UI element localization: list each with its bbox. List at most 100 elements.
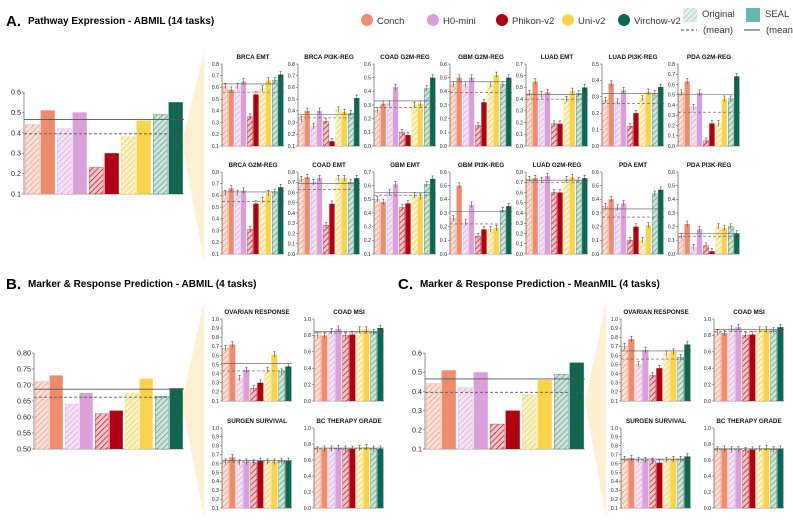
- bar-original-uni-v2: [663, 459, 670, 509]
- bar-original-virchow-v2: [370, 448, 377, 509]
- y-tick-label: 0.6: [668, 82, 675, 88]
- bar-seal-virchow-v2: [278, 187, 284, 254]
- bar-seal-virchow-v2: [430, 77, 436, 146]
- bar-original-h0-mini: [728, 328, 735, 402]
- bar-original-uni-v2: [756, 448, 763, 509]
- y-tick-label: 0.2: [288, 132, 295, 138]
- bar-seal-conch: [49, 375, 63, 449]
- y-tick-label: 0.4: [704, 366, 711, 372]
- chart-brca-g2m-reg: BRCA G2M-REG 0.1 0.2 0.3 0.4 0.5 0.6 0.7 0.8: [212, 162, 284, 258]
- y-tick-label: 0.3: [11, 149, 21, 158]
- y-tick-label: 0.2: [611, 497, 618, 503]
- bar-original-phikon-v2: [250, 462, 257, 509]
- chart-title-luad-emt: LUAD EMT: [541, 54, 574, 61]
- bar-original-conch: [714, 449, 721, 509]
- bar-seal-uni-v2: [139, 378, 153, 449]
- y-tick-label: 0.2: [304, 490, 311, 496]
- chart-coad-emt: COAD EMT 0.0 0.1 0.2 0.3 0.4 0.5 0.6 0.7 0.8: [288, 162, 360, 258]
- chart-title-coad-emt: COAD EMT: [312, 162, 346, 169]
- y-tick-label: 0.4: [592, 78, 599, 84]
- bar-original-conch: [602, 99, 609, 147]
- y-tick-label: 0.4: [304, 474, 311, 480]
- chart-b-bc-therapy-grade: BC THERAPY GRADE 0.0 0.2 0.4 0.6 0.8 1.0: [304, 418, 384, 512]
- bar-original-conch: [222, 192, 229, 255]
- panel-b-title: Marker & Response Prediction - ABMIL (4 …: [28, 279, 256, 290]
- bar-original-virchow-v2: [677, 357, 684, 402]
- bar-original-phikon-v2: [627, 126, 633, 147]
- bar-seal-uni-v2: [645, 225, 651, 254]
- bar-original-conch: [222, 348, 229, 402]
- y-tick-label: 0.6: [212, 193, 219, 199]
- y-tick-label: 0.0: [516, 144, 523, 150]
- bar-seal-h0-mini: [696, 229, 703, 254]
- y-tick-label: 0.9: [212, 326, 219, 332]
- y-tick-label: 0.6: [212, 461, 219, 467]
- bar-original-h0-mini: [635, 364, 642, 402]
- y-tick-label: 0.6: [611, 353, 618, 359]
- bar-seal-virchow-v2: [684, 344, 691, 401]
- y-tick-label: 0.6: [212, 353, 219, 359]
- bar-original-uni-v2: [411, 104, 418, 147]
- y-tick-label: 0.3: [668, 211, 675, 217]
- y-tick-label: 0.6: [412, 349, 422, 358]
- y-tick-label: 0.3: [364, 224, 371, 230]
- bar-seal-uni-v2: [670, 351, 677, 401]
- y-tick-label: 0.5: [364, 197, 371, 203]
- legend-swatch-original: [683, 8, 697, 22]
- bar-original-uni-v2: [125, 392, 139, 450]
- y-tick-label: 0.1: [212, 399, 219, 405]
- y-tick-label: 0.2: [212, 132, 219, 138]
- chart-a-summary: 0.1 0.2 0.3 0.4 0.5 0.6: [11, 88, 184, 199]
- y-tick-label: 0.4: [304, 366, 311, 372]
- bar-original-phikon-v2: [742, 450, 749, 509]
- bar-original-conch: [314, 449, 321, 509]
- legend-label-original: Original: [702, 9, 735, 20]
- bar-seal-phikon-v2: [253, 94, 259, 146]
- bar-seal-virchow-v2: [734, 76, 740, 146]
- y-tick-label: 0.6: [304, 350, 311, 356]
- bar-seal-conch: [441, 370, 456, 449]
- bar-original-uni-v2: [563, 98, 570, 147]
- bar-original-h0-mini: [310, 125, 317, 147]
- bar-original-virchow-v2: [554, 373, 569, 450]
- chart-c-bc-therapy-grade: BC THERAPY GRADE 0.0 0.2 0.4 0.6 0.8 1.0: [704, 418, 784, 512]
- chart-gbm-emt: GBM EMT 0.1 0.2 0.3 0.4 0.5 0.6 0.7: [364, 162, 436, 258]
- chart-title-c-surgen-survival: SURGEN SURVIVAL: [626, 418, 686, 425]
- y-tick-label: 0.2: [704, 490, 711, 496]
- y-tick-label: 0.1: [364, 130, 371, 136]
- chart-title-b-bc-therapy-grade: BC THERAPY GRADE: [316, 418, 381, 425]
- y-tick-label: 0.5: [440, 75, 447, 81]
- y-tick-label: 0.1: [668, 238, 675, 244]
- y-tick-label: 0.6: [440, 62, 447, 68]
- bar-seal-h0-mini: [620, 203, 627, 254]
- bar-seal-virchow-v2: [278, 74, 284, 146]
- y-tick-label: 0.8: [212, 335, 219, 341]
- bar-original-uni-v2: [756, 329, 763, 402]
- bar-original-conch: [621, 346, 628, 402]
- y-tick-label: 0.6: [668, 170, 675, 176]
- y-tick-label: 0.3: [212, 228, 219, 234]
- bar-seal-uni-v2: [569, 90, 575, 146]
- y-tick-label: 0.8: [212, 62, 219, 68]
- bar-seal-conch: [721, 332, 728, 401]
- y-tick-label: 0.5: [592, 183, 599, 189]
- legend-sub-original: (mean): [703, 25, 733, 36]
- y-tick-label: 0.5: [516, 201, 523, 207]
- y-tick-label: 0.5: [212, 97, 219, 103]
- bar-original-uni-v2: [715, 226, 722, 255]
- bar-original-h0-mini: [728, 449, 735, 509]
- chart-luad-emt: LUAD EMT 0.0 0.1 0.2 0.3 0.4 0.5 0.6 0.7: [516, 54, 588, 150]
- bar-original-phikon-v2: [490, 423, 505, 450]
- y-tick-label: 1.0: [304, 426, 311, 432]
- bar-seal-uni-v2: [537, 379, 552, 449]
- bar-original-conch: [678, 92, 685, 147]
- bar-original-virchow-v2: [278, 460, 285, 509]
- bar-seal-phikon-v2: [349, 448, 356, 508]
- bar-original-conch: [374, 199, 381, 255]
- y-tick-label: 0.7: [516, 180, 523, 186]
- y-tick-label: 0.2: [516, 120, 523, 126]
- bar-original-conch: [314, 335, 321, 402]
- y-tick-label: 0.3: [440, 211, 447, 217]
- bar-seal-h0-mini: [642, 460, 649, 508]
- y-tick-label: 0.5: [611, 362, 618, 368]
